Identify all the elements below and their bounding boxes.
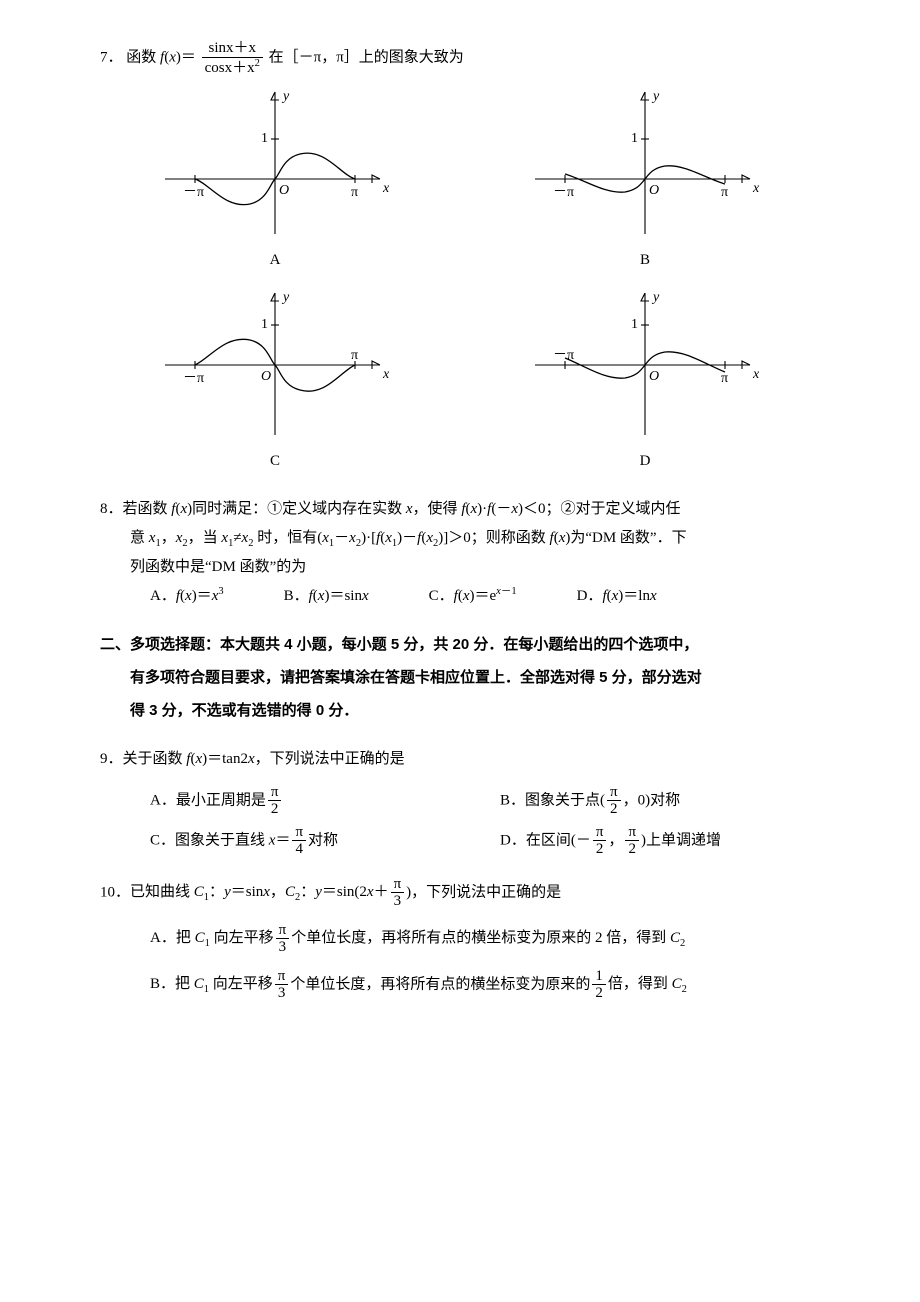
svg-text:1: 1: [631, 131, 638, 146]
q9-opt-C: C．图象关于直线 x＝π4对称: [150, 824, 470, 858]
svg-text:O: O: [261, 369, 271, 384]
q7-graph-grid: y x O 1 －π π A y x O 1 －π: [120, 84, 800, 475]
q8-number: 8．: [100, 501, 123, 517]
q7-func-f: f: [160, 49, 164, 65]
svg-text:1: 1: [261, 131, 268, 146]
sec2-l2: 有多项符合题目要求，请把答案填涂在答题卡相应位置上．全部选对得 5 分，部分选对: [130, 661, 820, 694]
q8-opt-C: C．f(x)＝ex－1: [429, 582, 517, 611]
svg-text:y: y: [651, 89, 660, 104]
q9-opt-D: D．在区间(－π2，π2)上单调递增: [500, 824, 820, 858]
q7-number: 7．: [100, 49, 123, 65]
sec2-l3: 得 3 分，不选或有选错的得 0 分．: [130, 694, 820, 727]
label-C: C: [120, 447, 430, 476]
svg-text:O: O: [649, 369, 659, 384]
q7-fraction: sinx＋x cosx＋x2: [202, 40, 263, 76]
q10-number: 10．: [100, 884, 130, 900]
svg-text:－π: －π: [183, 371, 204, 386]
svg-text:x: x: [382, 181, 390, 196]
label-A: A: [120, 246, 430, 275]
q9-stem: 关于函数 f(x)＝tan2x，下列说法中正确的是: [123, 751, 405, 767]
q10-stem-post: )，下列说法中正确的是: [406, 884, 561, 900]
section-2-heading: 二、多项选择题：本大题共 4 小题，每小题 5 分，共 20 分．在每小题给出的…: [100, 628, 820, 727]
svg-text:π: π: [721, 371, 728, 386]
q7-stem-post: 在［－π，π］上的图象大致为: [269, 49, 464, 65]
svg-text:x: x: [752, 367, 760, 382]
question-7: 7． 函数 f(x)＝ sinx＋x cosx＋x2 在［－π，π］上的图象大致…: [100, 40, 820, 76]
svg-text:1: 1: [631, 317, 638, 332]
graph-A: y x O 1 －π π A: [120, 84, 430, 275]
svg-text:π: π: [351, 185, 358, 200]
svg-text:y: y: [281, 290, 290, 305]
q9-opt-B: B．图象关于点(π2，0)对称: [500, 784, 820, 818]
q9-options: A．最小正周期是π2 B．图象关于点(π2，0)对称 C．图象关于直线 x＝π4…: [150, 784, 820, 858]
q7-stem-pre: 函数: [126, 49, 156, 65]
question-9: 9．关于函数 f(x)＝tan2x，下列说法中正确的是 A．最小正周期是π2 B…: [100, 745, 820, 858]
svg-text:π: π: [351, 348, 358, 363]
q9-opt-A: A．最小正周期是π2: [150, 784, 470, 818]
svg-text:O: O: [649, 183, 659, 198]
svg-text:y: y: [281, 89, 290, 104]
q9-number: 9．: [100, 751, 123, 767]
svg-text:－π: －π: [553, 348, 574, 363]
q8-opt-B: B．f(x)＝sinx: [284, 582, 369, 611]
q8-line3: 列函数中是“DM 函数”的为: [130, 553, 820, 582]
q8-opt-D: D．f(x)＝lnx: [577, 582, 657, 611]
svg-text:－π: －π: [553, 185, 574, 200]
graph-B: y x O 1 －π π B: [490, 84, 800, 275]
svg-text:O: O: [279, 183, 289, 198]
svg-text:x: x: [752, 181, 760, 196]
q8-line2: 意 x1，x2，当 x1≠x2 时，恒有(x1－x2)·[f(x1)－f(x2)…: [130, 524, 820, 554]
svg-text:1: 1: [261, 317, 268, 332]
label-D: D: [490, 447, 800, 476]
svg-text:－π: －π: [183, 185, 204, 200]
label-B: B: [490, 246, 800, 275]
graph-B-svg: y x O 1 －π π: [525, 84, 765, 244]
q7-eq: ＝: [181, 49, 196, 65]
q8-line1: 若函数 f(x)同时满足：①定义域内存在实数 x，使得 f(x)·f(－x)＜0…: [123, 501, 681, 517]
q8-options: A．f(x)＝x3 B．f(x)＝sinx C．f(x)＝ex－1 D．f(x)…: [150, 582, 820, 611]
question-10: 10．已知曲线 C1：y＝sinx，C2：y＝sin(2x＋π3)，下列说法中正…: [100, 876, 820, 1002]
svg-text:x: x: [382, 367, 390, 382]
q10-opt-B: B．把 C1 向左平移π3个单位长度，再将所有点的横坐标变为原来的12倍，得到 …: [150, 968, 820, 1002]
q10-stem-pre: 已知曲线 C1：y＝sinx，C2：y＝sin(2x＋: [130, 884, 389, 900]
svg-text:y: y: [651, 290, 660, 305]
sec2-l1: 二、多项选择题：本大题共 4 小题，每小题 5 分，共 20 分．在每小题给出的…: [100, 628, 820, 661]
graph-D: y x O 1 －π π D: [490, 285, 800, 476]
question-8: 8．若函数 f(x)同时满足：①定义域内存在实数 x，使得 f(x)·f(－x)…: [100, 495, 820, 610]
graph-D-svg: y x O 1 －π π: [525, 285, 765, 445]
graph-A-svg: y x O 1 －π π: [155, 84, 395, 244]
q10-opt-A: A．把 C1 向左平移π3个单位长度，再将所有点的横坐标变为原来的 2 倍，得到…: [150, 922, 820, 956]
graph-C: y x O 1 －π π C: [120, 285, 430, 476]
graph-C-svg: y x O 1 －π π: [155, 285, 395, 445]
q8-opt-A: A．f(x)＝x3: [150, 582, 224, 611]
svg-text:π: π: [721, 185, 728, 200]
